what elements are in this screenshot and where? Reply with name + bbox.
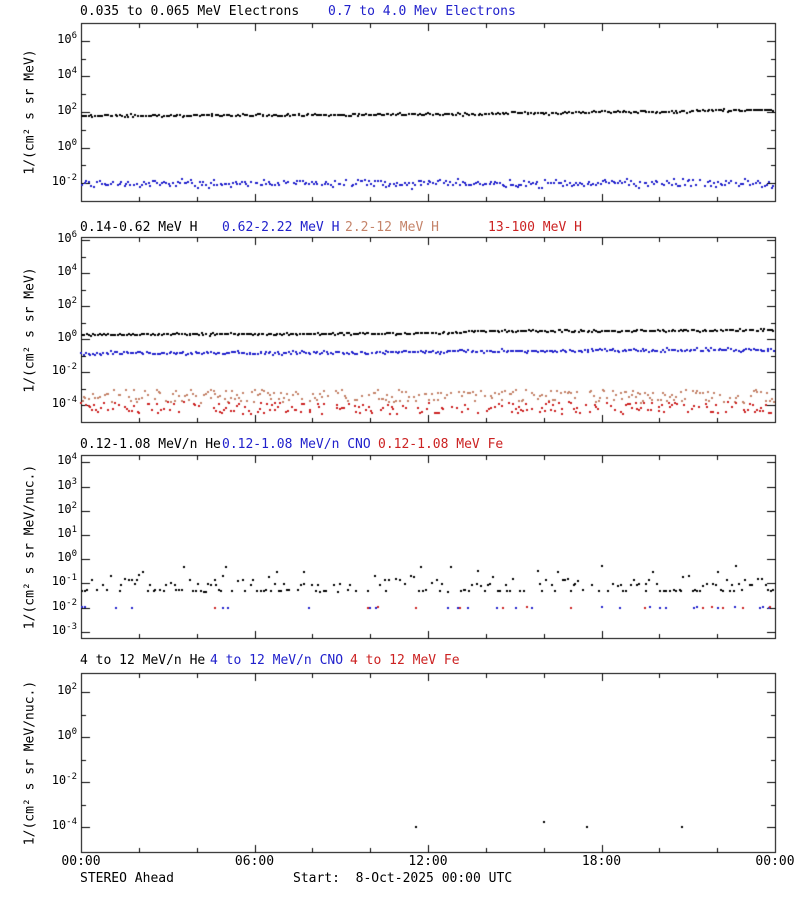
start-time-label: Start: 8-Oct-2025 00:00 UTC — [293, 871, 513, 886]
y-tick-base: 10 — [51, 574, 67, 589]
y-tick-label: 10-3 — [51, 621, 77, 637]
y-tick-exponent: 4 — [71, 66, 77, 77]
y-tick-label: 10-4 — [51, 817, 77, 833]
y-tick-label: 100 — [57, 329, 77, 345]
y-tick-exponent: 1 — [71, 524, 77, 535]
y-tick-base: 10 — [51, 622, 67, 637]
y-tick-exponent: 6 — [71, 230, 77, 241]
y-tick-exponent: -2 — [66, 597, 77, 608]
series-legend-label: 4 to 12 MeV/n He — [80, 653, 206, 668]
y-tick-base: 10 — [57, 103, 72, 117]
y-tick-exponent: 2 — [71, 500, 77, 511]
y-tick-label: 100 — [57, 727, 77, 743]
y-tick-label: 10-2 — [51, 597, 77, 613]
y-tick-label: 10-2 — [51, 772, 77, 788]
y-tick-base: 10 — [51, 773, 67, 788]
series-legend-label: 0.12-1.08 MeV/n He — [80, 437, 221, 452]
y-tick-label: 100 — [57, 137, 77, 153]
y-tick-label: 103 — [57, 476, 77, 492]
y-tick-label: 102 — [57, 500, 77, 516]
y-tick-label: 100 — [57, 549, 77, 565]
y-tick-label: 104 — [57, 66, 77, 82]
y-tick-exponent: 2 — [71, 102, 77, 112]
series-legend-label: 2.2-12 MeV H — [345, 220, 439, 235]
spacecraft-label: STEREO Ahead — [80, 871, 174, 886]
x-tick-label: 06:00 — [234, 854, 275, 869]
y-tick-base: 10 — [51, 818, 67, 833]
y-tick-exponent: -1 — [66, 573, 77, 584]
y-tick-exponent: -4 — [66, 395, 77, 406]
y-tick-base: 10 — [57, 477, 72, 492]
y-tick-exponent: 3 — [71, 476, 77, 487]
y-axis-label: 1/(cm² s sr MeV) — [22, 266, 38, 393]
y-tick-exponent: -2 — [66, 173, 77, 184]
x-tick-label: 00:00 — [755, 854, 795, 869]
y-tick-base: 10 — [57, 297, 72, 312]
y-tick-base: 10 — [57, 67, 72, 82]
series-legend-label: 13-100 MeV H — [488, 220, 582, 235]
y-tick-exponent: -4 — [66, 817, 77, 828]
y-tick-label: 10-2 — [51, 362, 77, 378]
y-tick-base: 10 — [57, 525, 72, 540]
y-tick-exponent: 6 — [71, 30, 77, 41]
y-tick-base: 10 — [51, 174, 67, 189]
y-axis-label: 1/(cm² s sr MeV/nuc.) — [22, 680, 38, 845]
x-tick-label: 18:00 — [581, 854, 622, 869]
y-tick-base: 10 — [57, 31, 72, 46]
y-tick-base: 10 — [57, 138, 72, 153]
y-tick-label: 101 — [57, 524, 77, 540]
y-tick-base: 10 — [57, 231, 72, 246]
y-tick-label: 10-4 — [51, 395, 77, 411]
series-legend-label: 0.035 to 0.065 MeV Electrons — [80, 4, 300, 19]
y-tick-label: 106 — [57, 30, 77, 46]
y-tick-exponent: 4 — [71, 263, 77, 274]
y-axis-label: 1/(cm² s sr MeV/nuc.) — [22, 464, 38, 629]
y-tick-exponent: 0 — [71, 549, 77, 560]
series-legend-label: 0.62-2.22 MeV H — [222, 220, 340, 235]
y-tick-base: 10 — [57, 330, 72, 345]
series-legend-label: 0.14-0.62 MeV H — [80, 220, 198, 235]
y-tick-label: 102 — [57, 682, 77, 698]
y-tick-label: 106 — [57, 230, 77, 246]
y-tick-base: 10 — [57, 453, 72, 468]
x-tick-label: 12:00 — [408, 854, 448, 869]
y-tick-label: 10-2 — [51, 173, 77, 189]
y-tick-label: 104 — [57, 452, 77, 468]
series-legend-label: 0.7 to 4.0 Mev Electrons — [328, 4, 516, 19]
y-tick-exponent: 0 — [71, 329, 77, 340]
y-tick-label: 104 — [57, 263, 77, 279]
y-tick-base: 10 — [57, 728, 72, 743]
y-tick-exponent: -3 — [66, 621, 77, 632]
y-tick-exponent: 2 — [71, 682, 77, 693]
y-tick-exponent: -2 — [66, 772, 77, 783]
y-tick-base: 10 — [57, 501, 72, 516]
y-tick-exponent: 0 — [71, 727, 77, 738]
y-tick-base: 10 — [51, 598, 67, 613]
series-legend-label: 0.12-1.08 MeV/n CNO — [222, 437, 371, 452]
y-tick-base: 10 — [51, 396, 67, 411]
y-tick-exponent: 0 — [71, 137, 77, 148]
y-tick-base: 10 — [57, 264, 72, 279]
series-legend-label: 4 to 12 MeV Fe — [350, 653, 460, 668]
y-tick-base: 10 — [57, 550, 72, 565]
y-tick-label: 102 — [57, 102, 77, 118]
y-tick-exponent: 4 — [71, 452, 77, 463]
y-tick-base: 10 — [51, 363, 67, 378]
series-legend-label: 4 to 12 MeV/n CNO — [210, 653, 344, 668]
y-tick-label: 10-1 — [51, 573, 77, 589]
y-tick-base: 10 — [57, 683, 72, 698]
x-tick-label: 00:00 — [61, 854, 101, 869]
series-legend-label: 0.12-1.08 MeV Fe — [378, 437, 504, 452]
y-tick-label: 102 — [57, 296, 77, 312]
y-axis-label: 1/(cm² s sr MeV) — [22, 49, 38, 175]
y-tick-exponent: 2 — [71, 296, 77, 307]
y-tick-exponent: -2 — [66, 362, 77, 373]
